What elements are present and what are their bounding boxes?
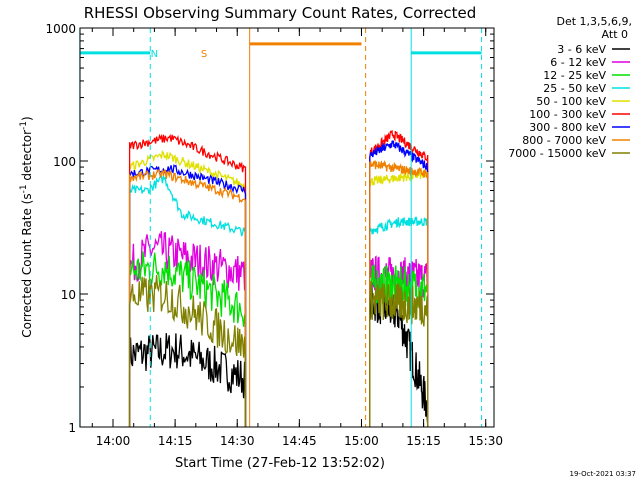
series-layer: [128, 129, 429, 427]
series-line: [128, 150, 247, 427]
legend-label: 800 - 7000 keV: [522, 134, 606, 147]
legend-title-2: Att 0: [602, 28, 628, 41]
legend-label: 50 - 100 keV: [536, 95, 606, 108]
plot-frame: [79, 27, 495, 428]
legend-label: 100 - 300 keV: [529, 108, 606, 121]
x-tick-label: 15:15: [406, 434, 441, 448]
legend-label: 7000 - 15000 keV: [508, 147, 606, 160]
legend-label: 300 - 800 keV: [529, 121, 606, 134]
series-line: [128, 333, 247, 427]
x-tick-label: 15:00: [344, 434, 379, 448]
ylabel-exp-1: -1: [19, 184, 29, 193]
series-line: [128, 174, 247, 427]
series-line: [369, 139, 429, 427]
series-line: [369, 169, 429, 427]
series-line: [369, 129, 429, 427]
flag-annotation: S: [201, 49, 207, 60]
y-tick-label: 1: [68, 421, 76, 435]
ylabel-part-1: Corrected Count Rate (s: [20, 193, 34, 337]
legend-label: 12 - 25 keV: [543, 69, 606, 82]
series-line: [369, 159, 429, 427]
series-line: [128, 251, 247, 427]
timestamp: 19-Oct-2021 03:37: [570, 470, 636, 478]
series-line: [369, 255, 429, 427]
ylabel-exp-2: -1: [19, 121, 29, 130]
series-line: [369, 281, 429, 427]
x-tick-label: 14:00: [96, 434, 131, 448]
y-tick-label: 1000: [45, 22, 76, 36]
legend-label: 25 - 50 keV: [543, 82, 606, 95]
flag-annotation: N: [151, 49, 158, 60]
x-axis-label: Start Time (27-Feb-12 13:52:02): [175, 456, 385, 471]
y-tick-label: 100: [53, 155, 76, 169]
x-tick-label: 14:30: [220, 434, 255, 448]
y-axis-label: Corrected Count Rate (s-1 detector-1): [19, 116, 34, 337]
series-line: [369, 215, 429, 427]
ylabel-part-3: ): [20, 116, 34, 121]
legend-label: 3 - 6 keV: [557, 43, 606, 56]
legend-title-1: Det 1,3,5,6,9,: [556, 15, 632, 28]
series-line: [128, 133, 247, 427]
legend-label: 6 - 12 keV: [550, 56, 606, 69]
series-line: [128, 231, 247, 427]
x-tick-label: 14:15: [158, 434, 193, 448]
series-line: [128, 168, 247, 427]
axis-layer: 14:00 14:15 14:30 14:45 15:00 15:15 15:30 1 10 10…: [45, 22, 503, 448]
ylabel-part-2: detector: [20, 130, 34, 185]
y-tick-label: 10: [61, 288, 76, 302]
series-line: [128, 274, 247, 427]
x-tick-label: 15:30: [468, 434, 503, 448]
chart-title: RHESSI Observing Summary Count Rates, Co…: [84, 4, 477, 22]
series-line: [128, 164, 247, 427]
x-tick-label: 14:45: [282, 434, 317, 448]
